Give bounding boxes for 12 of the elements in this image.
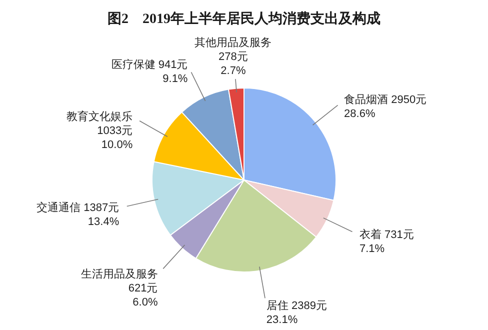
data-label: 278元 2.7% bbox=[218, 51, 248, 77]
slice-label: 其他用品及服务 bbox=[194, 36, 272, 49]
slice-label: 医疗保健 941元 9.1% bbox=[111, 58, 188, 86]
slice-label: 教育文化娱乐 bbox=[66, 110, 133, 123]
data-label: 621元 6.0% bbox=[128, 282, 158, 309]
data-label: 1033元 10.0% bbox=[97, 124, 133, 151]
slice-label: 衣着 731元 7.1% bbox=[359, 228, 414, 256]
slice-label: 生活用品及服务 bbox=[80, 268, 158, 281]
slice-label: 交通通信 1387元 13.4% bbox=[36, 201, 120, 228]
slice-label: 居住 2389元 23.1% bbox=[266, 300, 327, 326]
slice-label: 食品烟酒 2950元 28.6% bbox=[344, 93, 427, 120]
chart-title: 图2 2019年上半年居民人均消费支出及构成 bbox=[108, 11, 380, 27]
